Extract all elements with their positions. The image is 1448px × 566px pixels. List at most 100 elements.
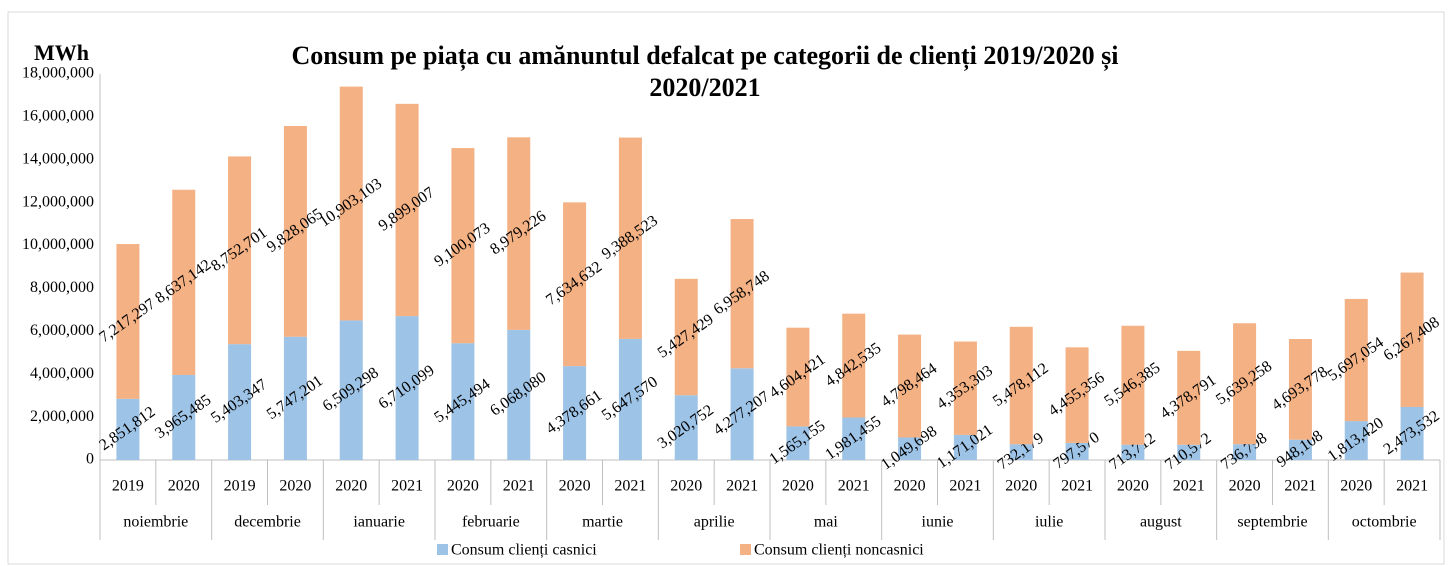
- x-tick-label: 2019: [224, 478, 256, 495]
- bar-segment: [395, 103, 419, 317]
- x-tick-label: 2021: [1284, 478, 1316, 495]
- bar-segment: [1177, 444, 1201, 460]
- chart-title: Consum pe piața cu amănuntul defalcat pe…: [291, 41, 1119, 102]
- bar-segment: [339, 86, 363, 321]
- x-tick-label: 2020: [279, 478, 311, 495]
- bar-segment: [1288, 439, 1312, 460]
- x-tick-label: 2021: [503, 478, 535, 495]
- y-axis-label: MWh: [34, 40, 89, 65]
- x-tick-label: 2020: [168, 478, 200, 495]
- group-label: februarie: [462, 514, 520, 531]
- group-label: mai: [814, 514, 839, 531]
- y-tick-label: 10,000,000: [22, 236, 94, 253]
- bar-segment: [730, 368, 754, 460]
- bar-segment: [842, 313, 866, 418]
- group-label: aprilie: [694, 514, 735, 531]
- legend-label: Consum clienți casnici: [451, 542, 597, 559]
- x-tick-label: 2020: [670, 478, 702, 495]
- bar-segment: [1288, 339, 1312, 440]
- bar-segment: [953, 341, 977, 435]
- bar-segment: [674, 395, 698, 460]
- bar-segment: [730, 219, 754, 369]
- legend-swatch: [740, 544, 751, 555]
- legend-swatch: [437, 544, 448, 555]
- bar-segment: [898, 334, 922, 438]
- x-tick-label: 2020: [894, 478, 926, 495]
- bar-segment: [1121, 444, 1145, 460]
- bar-segment: [507, 329, 531, 460]
- y-tick-label: 16,000,000: [22, 108, 94, 125]
- x-tick-label: 2021: [949, 478, 981, 495]
- bar-segment: [1121, 325, 1145, 445]
- bar-segment: [116, 398, 140, 460]
- bar-segment: [1009, 326, 1033, 445]
- x-tick-label: 2020: [782, 478, 814, 495]
- bar-segment: [339, 320, 363, 460]
- bar-segment: [1065, 442, 1089, 460]
- y-tick-label: 0: [86, 451, 94, 468]
- x-tick-label: 2021: [614, 478, 646, 495]
- y-tick-label: 8,000,000: [30, 279, 94, 296]
- bar-segment: [116, 244, 140, 399]
- bar-segment: [1233, 323, 1257, 445]
- bar-segment: [228, 156, 252, 345]
- group-label: septembrie: [1237, 514, 1307, 531]
- group-label: martie: [582, 514, 623, 531]
- bar-segment: [228, 344, 252, 460]
- bar-segment: [953, 434, 977, 460]
- bar-segment: [563, 202, 587, 367]
- x-tick-label: 2020: [447, 478, 479, 495]
- x-tick-label: 2021: [391, 478, 423, 495]
- bar-segment: [451, 343, 475, 460]
- x-tick-label: 2021: [1173, 478, 1205, 495]
- bar-segment: [451, 148, 475, 344]
- bar-segment: [283, 336, 307, 460]
- bar-segment: [1065, 347, 1089, 443]
- y-tick-label: 2,000,000: [30, 408, 94, 425]
- bar-segment: [898, 437, 922, 460]
- y-tick-label: 12,000,000: [22, 193, 94, 210]
- bar-segment: [507, 137, 531, 330]
- bar-segment: [618, 338, 642, 460]
- bar-segment: [618, 137, 642, 339]
- x-tick-label: 2020: [1340, 478, 1372, 495]
- y-tick-label: 18,000,000: [22, 65, 94, 82]
- x-tick-label: 2020: [335, 478, 367, 495]
- y-tick-label: 6,000,000: [30, 322, 94, 339]
- bar-segment: [283, 125, 307, 337]
- x-tick-label: 2020: [1117, 478, 1149, 495]
- y-tick-label: 14,000,000: [22, 150, 94, 167]
- x-tick-label: 2020: [1229, 478, 1261, 495]
- bar-segment: [1233, 444, 1257, 460]
- x-tick-label: 2021: [1396, 478, 1428, 495]
- x-tick-label: 2020: [1005, 478, 1037, 495]
- group-label: decembrie: [234, 514, 301, 531]
- bar-segment: [1400, 272, 1424, 407]
- legend-label: Consum clienți noncasnici: [754, 542, 924, 559]
- bar-segment: [395, 316, 419, 460]
- x-tick-label: 2021: [1061, 478, 1093, 495]
- bar-segment: [172, 374, 196, 460]
- x-tick-label: 2021: [726, 478, 758, 495]
- y-tick-label: 4,000,000: [30, 365, 94, 382]
- group-label: iunie: [922, 514, 954, 531]
- bar-segment: [1344, 298, 1368, 422]
- bar-segment: [786, 327, 810, 427]
- bar-segment: [1009, 444, 1033, 460]
- x-tick-label: 2019: [112, 478, 144, 495]
- bar-segment: [563, 366, 587, 460]
- bar-segment: [1400, 406, 1424, 460]
- bar-segment: [842, 417, 866, 460]
- chart-frame: [7, 11, 1445, 565]
- group-label: august: [1140, 514, 1182, 531]
- group-label: octombrie: [1352, 514, 1417, 531]
- group-label: iulie: [1035, 514, 1063, 531]
- bar-segment: [786, 426, 810, 460]
- group-label: noiembrie: [123, 514, 188, 531]
- bar-segment: [1177, 350, 1201, 445]
- bar-segment: [674, 278, 698, 396]
- group-label: ianuarie: [353, 514, 405, 531]
- bar-segment: [1344, 421, 1368, 460]
